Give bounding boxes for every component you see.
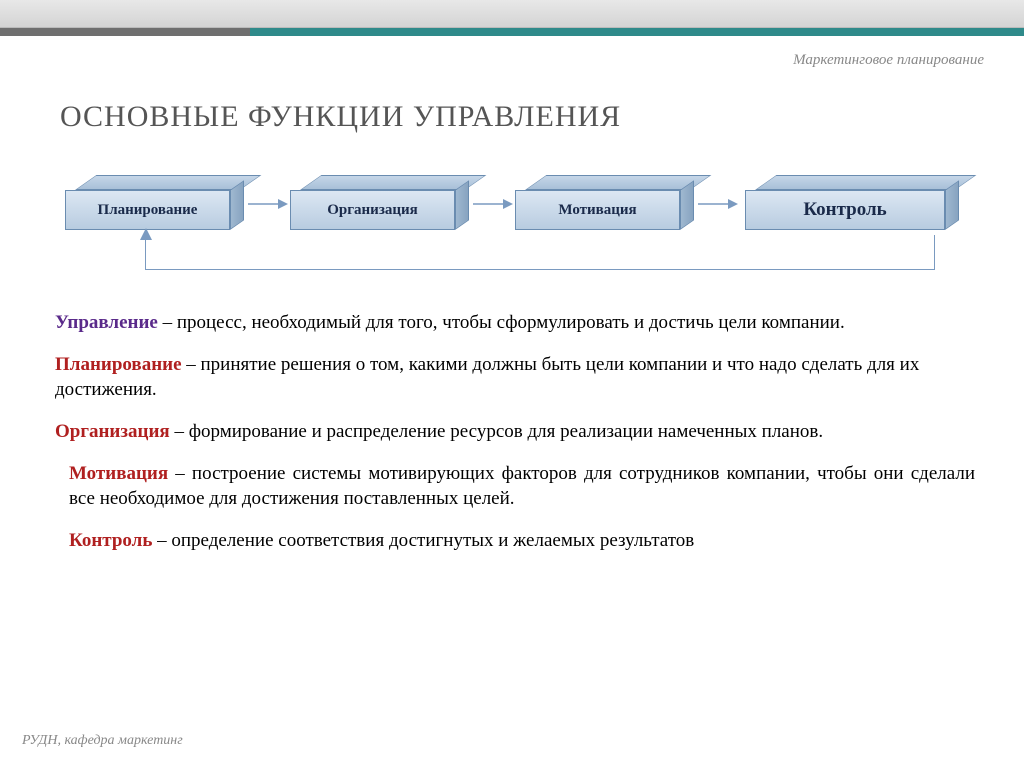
definition-text: – формирование и распределение ресурсов … (170, 421, 823, 442)
definition-text: – процесс, необходимый для того, чтобы с… (158, 312, 845, 333)
definition-text: – построение системы мотивирующих фактор… (69, 463, 975, 510)
arrow-icon (473, 203, 508, 205)
footer: РУДН, кафедра маркетинг (22, 733, 183, 749)
flow-node: Контроль (745, 175, 945, 215)
definition-term: Мотивация (69, 463, 168, 484)
accent-bar (0, 28, 1024, 36)
definition-block: Планирование – принятие решения о том, к… (55, 352, 975, 403)
definition-block: Мотивация – построение системы мотивирую… (55, 461, 975, 512)
feedback-line (145, 235, 935, 270)
definition-term: Контроль (69, 530, 152, 551)
definition-term: Управление (55, 312, 158, 333)
definition-text: – принятие решения о том, какими должны … (55, 354, 919, 401)
definitions: Управление – процесс, необходимый для то… (55, 310, 975, 569)
definition-block: Управление – процесс, необходимый для то… (55, 310, 975, 336)
definition-term: Планирование (55, 354, 182, 375)
breadcrumb: Маркетинговое планирование (793, 52, 984, 69)
flow-node-label: Организация (290, 190, 455, 230)
definition-block: Организация – формирование и распределен… (55, 419, 975, 445)
definition-block: Контроль – определение соответствия дост… (55, 528, 975, 554)
flow-node-label: Мотивация (515, 190, 680, 230)
arrow-icon (248, 203, 283, 205)
slide-title: ОСНОВНЫЕ ФУНКЦИИ УПРАВЛЕНИЯ (60, 100, 621, 134)
flow-node-label: Контроль (745, 190, 945, 230)
arrow-icon (698, 203, 733, 205)
flow-node: Организация (290, 175, 455, 215)
flow-node: Мотивация (515, 175, 680, 215)
flow-diagram: Планирование Организация Мотивация Контроль (65, 175, 965, 295)
top-bar (0, 0, 1024, 28)
accent-right (250, 28, 1024, 36)
definition-text: – определение соответствия достигнутых и… (152, 530, 694, 551)
feedback-arrowhead-icon (139, 228, 153, 247)
accent-left (0, 28, 250, 36)
definition-term: Организация (55, 421, 170, 442)
flow-node-label: Планирование (65, 190, 230, 230)
flow-node: Планирование (65, 175, 230, 215)
